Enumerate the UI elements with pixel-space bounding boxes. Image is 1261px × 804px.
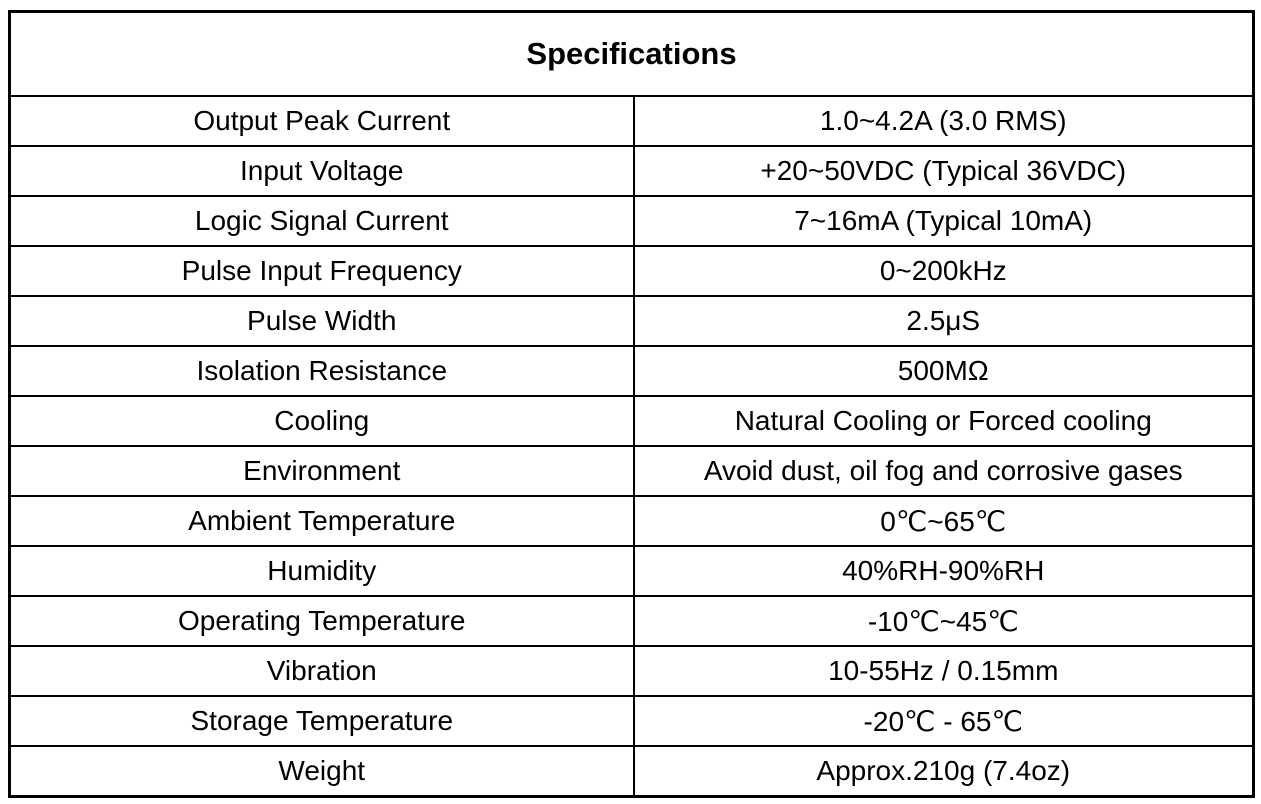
spec-value: Approx.210g (7.4oz)	[632, 745, 1255, 798]
spec-row: Weight Approx.210g (7.4oz)	[8, 745, 1255, 798]
spec-value: +20~50VDC (Typical 36VDC)	[632, 145, 1255, 197]
spec-label: Input Voltage	[8, 145, 635, 197]
spec-value: 10-55Hz / 0.15mm	[632, 645, 1255, 697]
spec-row: Pulse Input Frequency 0~200kHz	[8, 245, 1255, 297]
spec-value: -20℃ - 65℃	[632, 695, 1255, 747]
spec-label: Operating Temperature	[8, 595, 635, 647]
spec-row: Input Voltage +20~50VDC (Typical 36VDC)	[8, 145, 1255, 197]
spec-label: Vibration	[8, 645, 635, 697]
title-row: Specifications	[8, 10, 1255, 97]
spec-row: Storage Temperature -20℃ - 65℃	[8, 695, 1255, 747]
spec-label: Environment	[8, 445, 635, 497]
spec-value: Avoid dust, oil fog and corrosive gases	[632, 445, 1255, 497]
spec-table: Specifications Output Peak Current 1.0~4.…	[8, 10, 1255, 798]
spec-row: Operating Temperature -10℃~45℃	[8, 595, 1255, 647]
spec-label: Isolation Resistance	[8, 345, 635, 397]
spec-row: Output Peak Current 1.0~4.2A (3.0 RMS)	[8, 95, 1255, 147]
spec-row: Vibration 10-55Hz / 0.15mm	[8, 645, 1255, 697]
spec-label: Storage Temperature	[8, 695, 635, 747]
spec-row: Ambient Temperature 0℃~65℃	[8, 495, 1255, 547]
spec-label: Weight	[8, 745, 635, 798]
spec-row: Cooling Natural Cooling or Forced cooling	[8, 395, 1255, 447]
table-title: Specifications	[8, 10, 1255, 97]
spec-row: Humidity 40%RH-90%RH	[8, 545, 1255, 597]
spec-label: Output Peak Current	[8, 95, 635, 147]
table-body: Output Peak Current 1.0~4.2A (3.0 RMS) Inp…	[8, 95, 1255, 798]
spec-value: 0~200kHz	[632, 245, 1255, 297]
spec-value: 0℃~65℃	[632, 495, 1255, 547]
spec-label: Logic Signal Current	[8, 195, 635, 247]
spec-value: 7~16mA (Typical 10mA)	[632, 195, 1255, 247]
spec-value: -10℃~45℃	[632, 595, 1255, 647]
spec-label: Pulse Width	[8, 295, 635, 347]
spec-label: Humidity	[8, 545, 635, 597]
spec-value: 40%RH-90%RH	[632, 545, 1255, 597]
spec-row: Pulse Width 2.5μS	[8, 295, 1255, 347]
spec-label: Pulse Input Frequency	[8, 245, 635, 297]
spec-row: Logic Signal Current 7~16mA (Typical 10mA…	[8, 195, 1255, 247]
spec-value: 1.0~4.2A (3.0 RMS)	[632, 95, 1255, 147]
spec-value: 500MΩ	[632, 345, 1255, 397]
spec-row: Isolation Resistance 500MΩ	[8, 345, 1255, 397]
spec-value: 2.5μS	[632, 295, 1255, 347]
spec-label: Cooling	[8, 395, 635, 447]
spec-row: Environment Avoid dust, oil fog and corro…	[8, 445, 1255, 497]
spec-label: Ambient Temperature	[8, 495, 635, 547]
spec-value: Natural Cooling or Forced cooling	[632, 395, 1255, 447]
